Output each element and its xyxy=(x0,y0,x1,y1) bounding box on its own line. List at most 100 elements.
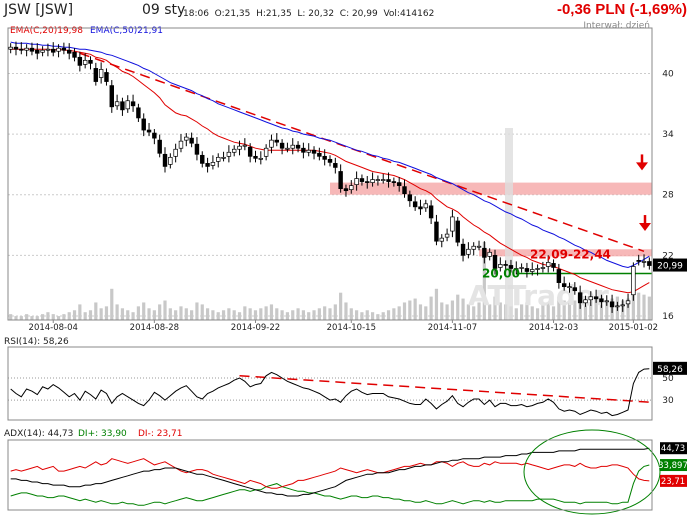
candle-body xyxy=(604,300,609,303)
volume-bar xyxy=(46,312,50,320)
volume-bar xyxy=(450,300,455,320)
candle-body xyxy=(93,68,99,82)
candle-body xyxy=(72,51,77,58)
volume-bar xyxy=(40,314,45,320)
x-tick-label: 2014-12-03 xyxy=(529,323,578,333)
last-price-label: 20,99 xyxy=(657,262,683,272)
watermark: ATTrader xyxy=(468,279,609,312)
adx-last-label: 33,897 xyxy=(658,461,688,471)
candle-body xyxy=(146,129,152,133)
rsi-line xyxy=(10,368,650,417)
candle-body xyxy=(381,179,386,181)
candle-body xyxy=(88,59,93,64)
volume-bar xyxy=(418,304,423,320)
volume-bar xyxy=(573,300,577,320)
volume-bar xyxy=(472,306,476,320)
candle-body xyxy=(354,178,359,185)
volume-bar xyxy=(637,292,641,320)
candle-body xyxy=(311,149,317,154)
candle-body xyxy=(322,155,327,160)
rsi-tick-label: 30 xyxy=(662,396,674,406)
di-plus-label: DI+: 33,90 xyxy=(78,429,127,439)
candle-body xyxy=(274,139,279,143)
candle-body xyxy=(572,287,578,292)
candle-body xyxy=(625,300,631,305)
adx-last-label: 44,73 xyxy=(661,444,685,454)
adx-line xyxy=(10,447,650,497)
volume-bar xyxy=(275,308,279,320)
volume-bar xyxy=(408,300,412,320)
candle-body xyxy=(519,267,524,269)
x-tick-label: 2014-08-28 xyxy=(130,323,179,333)
volume-bar xyxy=(440,302,444,320)
volume-bar xyxy=(317,308,321,320)
volume-bar xyxy=(216,312,220,320)
volume-bar xyxy=(413,298,417,320)
volume-bar xyxy=(488,304,492,320)
volume-bar xyxy=(120,308,125,320)
adx-last-label: 23,71 xyxy=(661,477,685,487)
candle-body xyxy=(546,262,551,267)
candle-body xyxy=(130,101,136,107)
candle-body xyxy=(216,156,221,162)
candle-body xyxy=(615,305,620,308)
volume-bar xyxy=(551,306,556,320)
volume-bar xyxy=(466,304,470,320)
candle-body xyxy=(524,268,530,272)
volume-bar xyxy=(530,306,534,320)
volume-bar xyxy=(312,310,316,320)
volume-bar xyxy=(280,310,284,320)
candle-body xyxy=(45,48,51,51)
volume-bar xyxy=(221,310,226,320)
di-minus-line xyxy=(10,458,650,489)
volume-bar xyxy=(397,306,401,320)
candle-body xyxy=(365,181,370,183)
candle-body xyxy=(173,148,178,157)
candle-body xyxy=(141,118,146,131)
candle-body xyxy=(77,56,83,66)
candle-body xyxy=(29,47,35,52)
volume-bar xyxy=(296,308,300,320)
candle-body xyxy=(200,154,205,164)
candle-body xyxy=(561,283,567,288)
rsi-last-box xyxy=(653,361,687,375)
down-arrow-icon xyxy=(639,223,651,232)
volume-bar xyxy=(269,304,274,320)
di-plus-line xyxy=(10,464,650,506)
candle-body xyxy=(231,148,237,153)
x-tick-label: 2014-09-22 xyxy=(231,323,280,333)
volume-bar xyxy=(434,288,439,320)
candle-body xyxy=(338,171,343,190)
candle-body xyxy=(263,147,269,157)
volume-bar xyxy=(291,310,295,320)
resistance-zone xyxy=(330,182,652,195)
candle-body xyxy=(61,47,67,51)
support-label: 20,00 xyxy=(482,267,520,281)
candle-body xyxy=(556,269,562,283)
volume-bar xyxy=(461,298,465,320)
volume-bar xyxy=(200,304,204,320)
volume-bar xyxy=(142,302,146,320)
volume-bar xyxy=(626,298,630,320)
candle-body xyxy=(349,185,354,191)
volume-bar xyxy=(211,310,215,320)
volume-bar xyxy=(525,302,529,320)
volume-bar xyxy=(56,316,61,320)
candle-body xyxy=(51,48,56,53)
volume-bar xyxy=(344,302,348,320)
volume-bar xyxy=(248,308,252,320)
volume-bar xyxy=(51,314,55,320)
candle-body xyxy=(609,301,615,308)
volume-bar xyxy=(541,304,545,320)
x-tick-label: 2015-01-02 xyxy=(609,323,658,333)
volume-bar xyxy=(184,308,188,320)
volume-bar xyxy=(535,308,540,320)
candle-body xyxy=(104,72,109,82)
candle-body xyxy=(551,263,556,268)
volume-bar xyxy=(386,310,391,320)
volume-bar xyxy=(429,296,433,320)
x-tick-label: 2014-08-04 xyxy=(29,323,78,333)
candle-body xyxy=(82,59,88,65)
candle-body xyxy=(247,146,253,157)
